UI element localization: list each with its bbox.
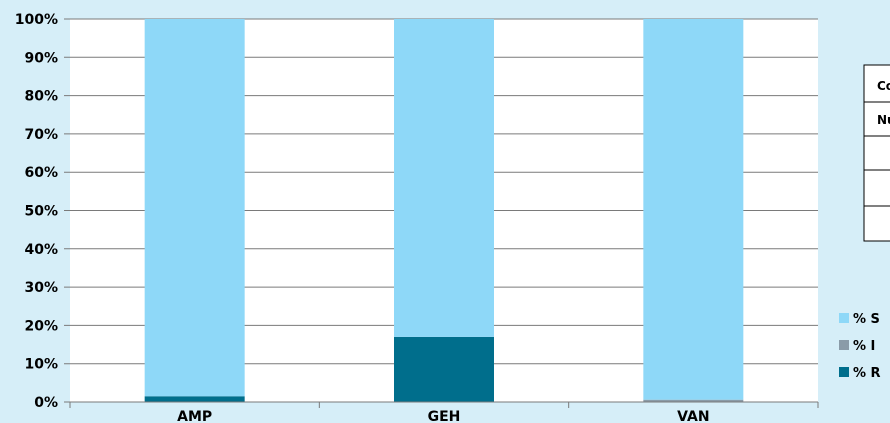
bar-segment-amp-s [144, 19, 245, 397]
x-tick-label: VAN [677, 409, 709, 423]
y-tick-label: 70% [24, 127, 58, 143]
bar-segment-geh-r [394, 336, 494, 402]
bar-segment-geh-s [394, 19, 494, 337]
y-axis-ticks: 0% 10% 20% 30% 40% 50% 60% 70% 80% 90% 100% [15, 12, 58, 411]
x-tick-label: AMP [177, 409, 212, 423]
y-tick-label: 100% [15, 12, 58, 28]
legend-label: % S [853, 312, 880, 327]
y-tick-label: 80% [24, 89, 58, 105]
legend: % S % I % R [839, 312, 881, 381]
table-row-label-2: Nu [877, 113, 890, 127]
x-axis-ticks: AMP GEH VAN [177, 409, 709, 423]
y-tick-label: 30% [24, 280, 58, 296]
y-tick-label: 50% [24, 204, 58, 220]
legend-swatch [839, 313, 849, 323]
bar-segment-van-i [643, 399, 744, 402]
y-tick-label: 20% [24, 318, 58, 334]
table-row-label-1: Co [877, 79, 890, 93]
side-table: Co Nu [863, 64, 890, 242]
bars [144, 19, 744, 402]
y-tick-label: 10% [24, 357, 58, 373]
legend-swatch [839, 367, 849, 377]
y-tick-label: 40% [24, 242, 58, 258]
y-tick-label: 90% [24, 50, 58, 66]
bar-segment-amp-r [144, 396, 245, 402]
legend-swatch [839, 340, 849, 350]
y-tick-label: 0% [34, 395, 58, 411]
y-tick-label: 60% [24, 165, 58, 181]
legend-label: % R [853, 366, 881, 381]
x-axis [69, 401, 819, 408]
legend-label: % I [853, 339, 875, 354]
bar-segment-van-s [643, 19, 744, 400]
x-tick-label: GEH [428, 409, 461, 423]
